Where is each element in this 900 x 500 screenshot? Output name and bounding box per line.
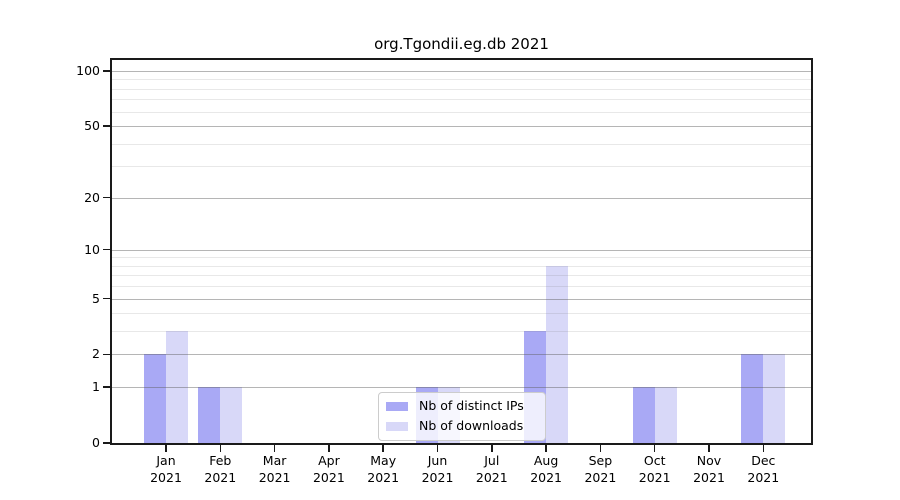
bar-downloads — [546, 265, 569, 443]
x-tick-label: Mar 2021 — [258, 453, 291, 485]
y-tick-label: 50 — [84, 118, 100, 134]
y-tick-mark — [103, 248, 110, 251]
plot-area — [110, 58, 813, 445]
bar-downloads — [220, 387, 243, 443]
bar-distinct-ips — [741, 354, 764, 443]
legend-item-distinct-ips: Nb of distinct IPs — [386, 398, 537, 414]
y-tick-label: 2 — [92, 346, 100, 362]
x-tick-label: Jun 2021 — [421, 453, 454, 485]
bar-downloads — [763, 354, 786, 443]
x-tick-mark — [436, 445, 439, 452]
y-tick-mark — [103, 70, 110, 72]
x-tick-label: Aug 2021 — [530, 453, 562, 485]
y-tick-mark — [103, 196, 110, 199]
x-tick-mark — [491, 445, 493, 452]
x-tick-label: Nov 2021 — [693, 453, 725, 485]
x-tick-label: Oct 2021 — [638, 453, 671, 485]
bar-downloads — [166, 331, 188, 443]
x-tick-label: Apr 2021 — [312, 453, 345, 485]
x-tick-label: Dec 2021 — [747, 453, 780, 485]
x-tick-mark — [273, 445, 276, 452]
legend-swatch-distinct-ips — [386, 401, 408, 411]
x-tick-mark — [762, 445, 765, 452]
x-tick-mark — [708, 445, 710, 452]
x-tick-mark — [545, 445, 547, 452]
y-tick-label: 100 — [76, 63, 100, 78]
bar-downloads — [654, 387, 677, 443]
legend-swatch-downloads — [386, 421, 408, 431]
x-tick-label: Sep 2021 — [584, 453, 617, 485]
bar-distinct-ips — [198, 387, 221, 443]
y-tick-label: 20 — [84, 189, 100, 205]
legend: Nb of distinct IPs Nb of downloads — [378, 392, 546, 441]
bar-distinct-ips — [632, 387, 655, 443]
y-tick-mark — [103, 386, 110, 388]
x-tick-mark — [599, 445, 602, 452]
x-tick-label: Jul 2021 — [475, 453, 508, 485]
x-tick-label: Jan 2021 — [150, 453, 182, 485]
x-tick-mark — [382, 445, 384, 452]
legend-item-downloads: Nb of downloads — [386, 418, 537, 434]
x-tick-mark — [328, 445, 330, 452]
y-tick-mark — [103, 442, 110, 444]
y-tick-label: 1 — [92, 379, 100, 395]
x-tick-mark — [653, 445, 656, 452]
bar-distinct-ips — [144, 354, 166, 443]
y-tick-mark — [103, 353, 110, 356]
x-tick-mark — [165, 445, 167, 452]
legend-label-distinct-ips: Nb of distinct IPs — [419, 398, 524, 413]
legend-label-downloads: Nb of downloads — [419, 418, 524, 433]
x-tick-mark — [219, 445, 222, 452]
y-tick-label: 0 — [92, 435, 100, 450]
y-tick-label: 10 — [84, 241, 100, 257]
x-tick-label: May 2021 — [367, 453, 400, 485]
y-tick-mark — [103, 297, 110, 300]
x-tick-label: Feb 2021 — [204, 453, 237, 485]
chart-title: org.Tgondii.eg.db 2021 — [374, 35, 549, 53]
y-tick-mark — [103, 125, 110, 127]
y-tick-label: 5 — [92, 290, 100, 306]
bars-layer — [112, 60, 811, 443]
